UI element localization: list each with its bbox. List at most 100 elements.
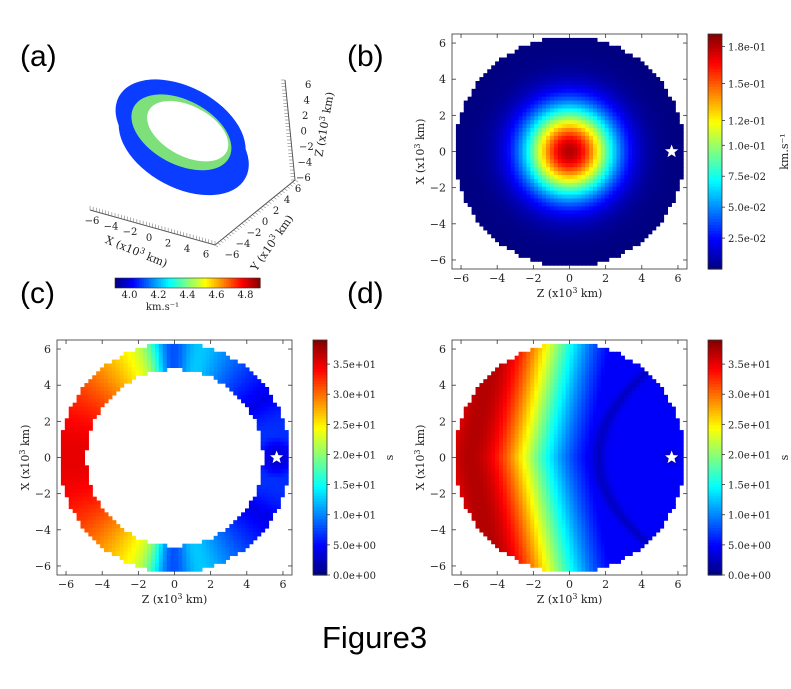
heatmap-cell	[471, 406, 477, 412]
heatmap-cell	[471, 465, 477, 470]
heatmap-cell	[506, 375, 512, 380]
heatmap-cell	[272, 434, 277, 439]
heatmap-cell	[475, 178, 481, 184]
heatmap-cell	[604, 222, 610, 227]
heatmap-cell	[636, 139, 641, 145]
heatmap-cell	[663, 159, 669, 164]
heatmap-cell	[659, 194, 665, 200]
heatmap-cell	[499, 186, 504, 192]
heatmap-cell	[518, 371, 524, 376]
heatmap-cell	[549, 167, 555, 172]
heatmap-cell	[139, 543, 144, 549]
heatmap-cell	[209, 559, 215, 564]
heatmap-cell	[596, 171, 602, 176]
heatmap-cell	[581, 69, 586, 74]
heatmap-cell	[632, 112, 637, 117]
heatmap-cell	[636, 218, 641, 223]
heatmap-cell	[84, 469, 89, 474]
heatmap-cell	[487, 151, 492, 157]
heatmap-cell	[632, 182, 637, 188]
heatmap-cell	[479, 387, 484, 392]
heatmap-cell	[80, 410, 86, 416]
heatmap-cell	[245, 528, 250, 533]
heatmap-cell	[647, 182, 653, 188]
heatmap-cell	[483, 500, 488, 506]
heatmap-cell	[569, 159, 575, 164]
heatmap-cell	[620, 171, 625, 176]
heatmap-cell	[667, 202, 672, 207]
heatmap-cell	[538, 73, 543, 78]
colorbar-segment	[313, 548, 327, 553]
heatmap-cell	[624, 206, 629, 211]
heatmap-cell	[620, 237, 625, 243]
heatmap-cell	[256, 402, 262, 408]
heatmap-cell	[502, 229, 508, 235]
heatmap-cell	[506, 445, 512, 451]
heatmap-cell	[502, 124, 508, 129]
colorbar-segment	[708, 151, 722, 156]
heatmap-cell	[479, 481, 484, 486]
heatmap-cell	[624, 104, 629, 110]
heatmap-cell	[467, 461, 473, 466]
heatmap-cell	[643, 77, 649, 82]
heatmap-cell	[577, 116, 582, 121]
heatmap-cell	[565, 96, 571, 102]
heatmap-cell	[115, 359, 121, 365]
heatmap-cell	[158, 551, 164, 557]
heatmap-cell	[643, 124, 649, 129]
heatmap-cell	[64, 484, 70, 490]
heatmap-cell	[514, 167, 520, 172]
heatmap-cell	[596, 147, 602, 153]
heatmap-cell	[546, 128, 551, 133]
y-axis-tick	[286, 186, 291, 189]
heatmap-cell	[589, 84, 594, 90]
heatmap-cell	[213, 359, 219, 365]
heatmap-cell	[538, 222, 543, 227]
heatmap-cell	[526, 81, 531, 86]
colorbar-segment	[313, 539, 327, 544]
heatmap-cell	[64, 465, 70, 470]
heatmap-cell	[260, 445, 266, 451]
heatmap-cell	[518, 198, 524, 204]
heatmap-cell	[237, 390, 242, 396]
heatmap-cell	[647, 198, 653, 204]
heatmap-cell	[100, 371, 105, 376]
heatmap-cell	[84, 402, 89, 408]
heatmap-cell	[636, 69, 641, 74]
heatmap-cell	[213, 555, 219, 560]
heatmap-cell	[542, 229, 547, 235]
heatmap-cell	[487, 182, 492, 188]
heatmap-cell	[534, 104, 539, 110]
heatmap-cell	[667, 135, 672, 141]
heatmap-cell	[280, 469, 285, 474]
colorbar-segment	[708, 192, 722, 197]
heatmap-cell	[577, 214, 582, 219]
heatmap-cell	[194, 363, 199, 369]
heatmap-cell	[577, 57, 582, 63]
heatmap-cell	[499, 69, 504, 74]
heatmap-cell	[256, 516, 262, 521]
heatmap-cell	[628, 120, 633, 125]
heatmap-cell	[60, 453, 66, 459]
heatmap-cell	[221, 547, 227, 553]
heatmap-cell	[483, 504, 488, 510]
heatmap-cell	[667, 100, 672, 106]
heatmap-cell	[502, 394, 508, 400]
heatmap-cell	[604, 53, 610, 59]
heatmap-cell	[667, 143, 672, 149]
colorbar-tick-label: 0.0e+00	[333, 571, 376, 582]
heatmap-cell	[581, 253, 586, 258]
heatmap-cell	[467, 449, 473, 455]
heatmap-cell	[624, 65, 629, 70]
heatmap-cell	[569, 37, 575, 43]
heatmap-cell	[76, 418, 82, 423]
heatmap-cell	[483, 124, 488, 129]
heatmap-cell	[593, 73, 598, 78]
heatmap-cell	[565, 139, 571, 145]
heatmap-cell	[72, 473, 78, 478]
heatmap-cell	[565, 261, 571, 266]
heatmap-cell	[608, 53, 614, 59]
heatmap-cell	[643, 186, 649, 192]
heatmap-cell	[475, 430, 481, 435]
heatmap-cell	[252, 402, 258, 408]
